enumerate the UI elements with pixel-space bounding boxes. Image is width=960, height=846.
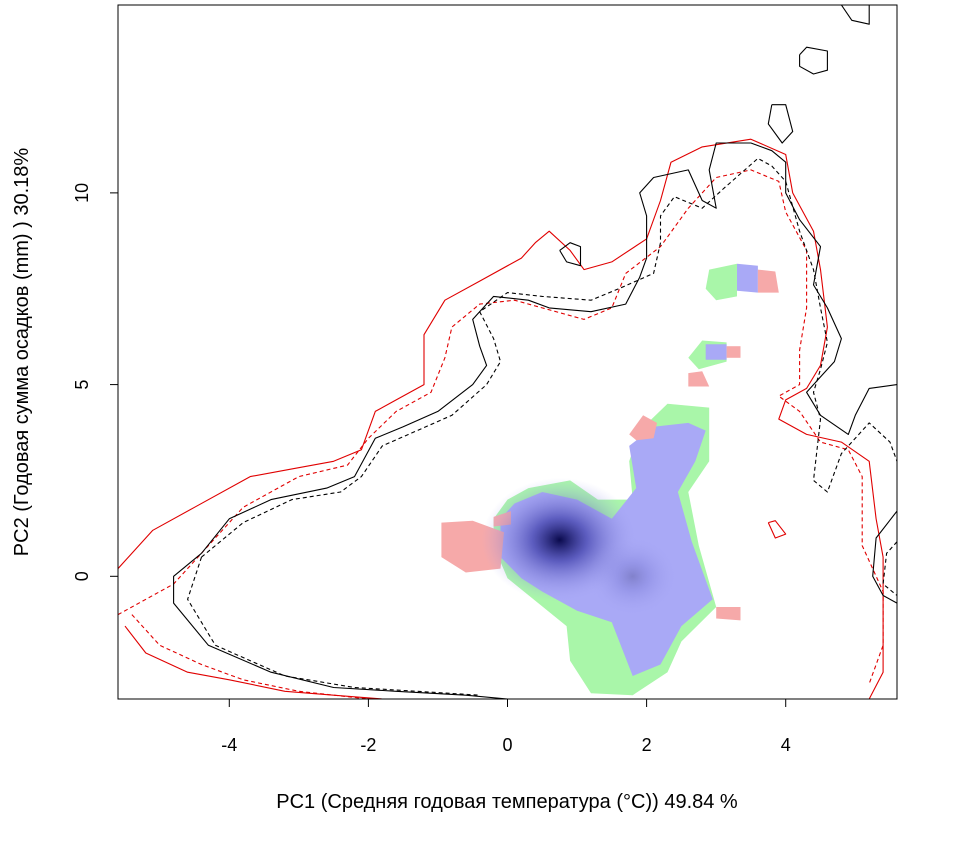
contour-red-solid-0 <box>118 138 884 699</box>
contour-red-dashed-1 <box>118 169 884 684</box>
niche-region-only-b-4 <box>629 415 657 441</box>
contour-black-solid-10 <box>799 46 828 75</box>
contour-black-solid-11 <box>840 5 870 25</box>
x-tick-label: -2 <box>360 735 376 755</box>
contour-red-solid-4 <box>767 520 787 539</box>
contour-black-solid-5 <box>173 552 508 699</box>
x-axis: -4 -2 0 2 4 <box>221 698 791 755</box>
y-axis: 0 5 10 <box>72 183 119 581</box>
y-tick-label: 5 <box>72 380 92 390</box>
niche-region-overlap-11 <box>737 263 758 293</box>
contour-black-solid-12 <box>559 242 582 267</box>
contour-black-dashed-14 <box>882 541 897 596</box>
niche-region-only-b-6 <box>688 371 710 387</box>
contour-black-solid-9 <box>767 104 794 144</box>
contour-black-dashed-8 <box>201 157 897 558</box>
niche-region-only-b-12 <box>757 269 779 293</box>
x-axis-title: PC1 (Средняя годовая температура (°C)) 4… <box>276 791 738 813</box>
niche-fill-layer <box>441 263 779 696</box>
density-peak-1 <box>587 536 678 617</box>
y-tick-label: 0 <box>72 571 92 581</box>
niche-region-only-b-9 <box>726 346 741 358</box>
x-tick-label: -4 <box>221 735 237 755</box>
niche-region-only-a-10 <box>705 263 737 301</box>
x-tick-label: 4 <box>781 735 791 755</box>
x-tick-label: 2 <box>642 735 652 755</box>
y-axis-title: PC2 (Годовая сумма осадков (mm) ) 30.18% <box>11 148 33 557</box>
niche-region-overlap-8 <box>705 344 727 360</box>
contour-black-dashed-7 <box>187 556 480 696</box>
niche-region-only-b-5 <box>716 607 741 621</box>
y-tick-label: 10 <box>72 183 92 203</box>
contour-black-solid-6 <box>201 142 897 554</box>
contour-black-solid-13 <box>872 510 897 604</box>
contour-layer <box>118 5 897 699</box>
contour-red-solid-2 <box>124 625 383 699</box>
x-tick-label: 0 <box>502 735 512 755</box>
